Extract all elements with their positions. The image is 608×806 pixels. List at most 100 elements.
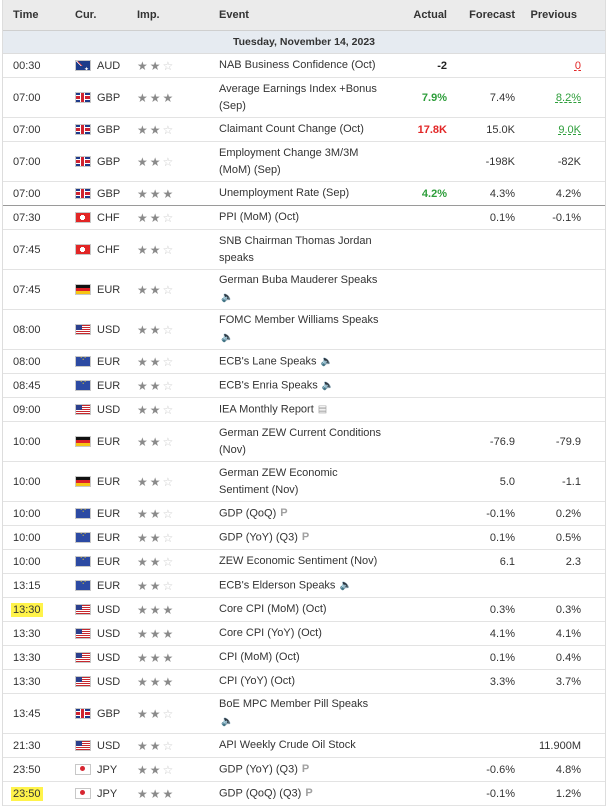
table-row[interactable]: 07:00 GBP ★ ★ ☆ Claimant Count Change (Oct) 17… xyxy=(3,118,605,142)
event-link[interactable]: BoE MPC Member Pill Speaks xyxy=(219,698,369,711)
previous-text[interactable]: 0 xyxy=(574,59,581,72)
importance-rating: ★ ★ ☆ xyxy=(131,142,211,181)
event-link[interactable]: FOMC Member Williams Speaks xyxy=(219,314,379,327)
event-link[interactable]: CPI (MoM) (Oct) xyxy=(219,651,300,663)
event-link[interactable]: API Weekly Crude Oil Stock xyxy=(219,739,356,751)
previous-value xyxy=(521,350,605,373)
table-row[interactable]: 23:50 JPY ★ ★ ★ GDP (QoQ) (Q3) P -0.1% 1.2% xyxy=(3,782,605,806)
table-row[interactable]: 13:45 GBP ★ ★ ☆ BoE MPC Member Pill Speaks 🔈 xyxy=(3,694,605,734)
event-time: 23:50 xyxy=(3,782,67,805)
event-link[interactable]: GDP (QoQ) xyxy=(219,507,277,520)
previous-value: -1.1 xyxy=(521,462,605,501)
table-row[interactable]: 23:50 JPY ★ ★ ☆ GDP (YoY) (Q3) P -0.6% 4.8% xyxy=(3,758,605,782)
event-link[interactable]: German Buba Mauderer Speaks xyxy=(219,274,378,287)
table-row[interactable]: 07:45 EUR ★ ★ ☆ German Buba Mauderer Speaks 🔈 xyxy=(3,270,605,310)
header-actual[interactable]: Actual xyxy=(413,9,447,21)
event-link[interactable]: GDP (YoY) (Q3) xyxy=(219,763,298,776)
actual-value xyxy=(391,374,451,397)
star-filled-icon: ★ xyxy=(149,602,161,617)
header-importance[interactable]: Imp. xyxy=(137,9,160,21)
time-text: 08:45 xyxy=(13,379,41,392)
previous-text[interactable]: 9.0K xyxy=(558,123,581,136)
event-link[interactable]: German ZEW Current Conditions (Nov) xyxy=(219,426,381,456)
star-filled-icon: ★ xyxy=(149,434,161,449)
table-row[interactable]: 08:00 USD ★ ★ ☆ FOMC Member Williams Speaks 🔈 xyxy=(3,310,605,350)
table-row[interactable]: 13:30 USD ★ ★ ★ CPI (YoY) (Oct) 3.3% 3.7% xyxy=(3,670,605,694)
time-text: 13:15 xyxy=(13,579,41,592)
table-row[interactable]: 07:00 GBP ★ ★ ★ Unemployment Rate (Sep) 4.2% 4.… xyxy=(3,182,605,206)
currency-code: USD xyxy=(97,651,121,664)
event-link[interactable]: ECB's Lane Speaks xyxy=(219,355,317,368)
event-link[interactable]: ECB's Enria Speaks xyxy=(219,379,318,392)
event-currency: EUR xyxy=(67,270,131,309)
previous-text[interactable]: 8.2% xyxy=(555,91,581,104)
event-cell: GDP (QoQ) P xyxy=(211,502,391,525)
previous-value xyxy=(521,574,605,597)
table-row[interactable]: 07:30 CHF ★ ★ ☆ PPI (MoM) (Oct) 0.1% -0.1% xyxy=(3,206,605,230)
table-row[interactable]: 07:45 CHF ★ ★ ☆ SNB Chairman Thomas Jordan sp… xyxy=(3,230,605,270)
table-row[interactable]: 10:00 EUR ★ ★ ☆ German ZEW Economic Sentiment… xyxy=(3,462,605,502)
event-link[interactable]: ZEW Economic Sentiment (Nov) xyxy=(219,555,378,567)
event-link[interactable]: SNB Chairman Thomas Jordan speaks xyxy=(219,234,372,264)
table-row[interactable]: 13:30 USD ★ ★ ★ Core CPI (YoY) (Oct) 4.1% 4.1% xyxy=(3,622,605,646)
table-row[interactable]: 10:00 EUR ★ ★ ☆ German ZEW Current Conditions… xyxy=(3,422,605,462)
star-filled-icon: ★ xyxy=(149,706,161,721)
event-cell: ECB's Enria Speaks 🔈 xyxy=(211,374,391,397)
event-cell: CPI (MoM) (Oct) xyxy=(211,646,391,669)
importance-rating: ★ ★ ★ xyxy=(131,622,211,645)
actual-value xyxy=(391,502,451,525)
star-filled-icon: ★ xyxy=(137,282,148,297)
event-link[interactable]: NAB Business Confidence (Oct) xyxy=(219,59,376,71)
event-link[interactable]: Core CPI (YoY) (Oct) xyxy=(219,627,322,639)
event-link[interactable]: IEA Monthly Report xyxy=(219,403,314,416)
event-link[interactable]: Average Earnings Index +Bonus (Sep) xyxy=(219,82,377,112)
table-row[interactable]: 07:00 GBP ★ ★ ★ Average Earnings Index +Bonus… xyxy=(3,78,605,118)
table-row[interactable]: 00:30AUD★★☆NAB Business Confidence (Oct)… xyxy=(3,54,605,78)
header-previous[interactable]: Previous xyxy=(530,9,577,21)
forecast-value: -0.1% xyxy=(486,507,515,520)
event-link[interactable]: GDP (YoY) (Q3) xyxy=(219,531,298,544)
currency-code: CHF xyxy=(97,243,120,256)
previous-value: 2.3 xyxy=(521,550,605,573)
table-row[interactable]: 07:00 GBP ★ ★ ☆ Employment Change 3M/3M (MoM)… xyxy=(3,142,605,182)
flag-gbp-icon xyxy=(75,92,91,103)
table-row[interactable]: 21:30 USD ★ ★ ☆ API Weekly Crude Oil Stock 11.… xyxy=(3,734,605,758)
star-filled-icon: ★ xyxy=(137,506,148,521)
previous-value xyxy=(521,270,605,309)
header-forecast[interactable]: Forecast xyxy=(469,9,515,21)
header-event[interactable]: Event xyxy=(219,8,249,21)
event-currency: GBP xyxy=(67,78,131,117)
event-link[interactable]: Core CPI (MoM) (Oct) xyxy=(219,603,327,615)
time-text: 07:00 xyxy=(13,123,41,136)
event-currency: GBP xyxy=(67,182,131,205)
header-time[interactable]: Time xyxy=(13,9,39,21)
event-link[interactable]: Unemployment Rate (Sep) xyxy=(219,187,350,199)
event-link[interactable]: German ZEW Economic Sentiment (Nov) xyxy=(219,466,338,496)
forecast-value: 15.0K xyxy=(486,123,515,136)
table-row[interactable]: 09:00 USD ★ ★ ☆ IEA Monthly Report ▤ xyxy=(3,398,605,422)
header-currency[interactable]: Cur. xyxy=(75,9,97,21)
event-link[interactable]: PPI (MoM) (Oct) xyxy=(219,211,300,223)
event-link[interactable]: GDP (QoQ) (Q3) xyxy=(219,787,302,800)
event-time: 07:45 xyxy=(3,230,67,269)
event-link[interactable]: Claimant Count Change (Oct) xyxy=(219,123,364,135)
table-row[interactable]: 13:30 USD ★ ★ ★ Core CPI (MoM) (Oct) 0.3% 0.3% xyxy=(3,598,605,622)
event-currency: USD xyxy=(67,670,131,693)
event-link[interactable]: Employment Change 3M/3M (MoM) (Sep) xyxy=(219,146,359,176)
speaker-icon: 🔈 xyxy=(221,292,234,304)
preliminary-icon: P xyxy=(301,762,310,775)
currency-code: CHF xyxy=(97,211,120,224)
importance-rating: ★ ★ ☆ xyxy=(131,550,211,573)
currency-code: GBP xyxy=(97,187,121,200)
event-time: 09:00 xyxy=(3,398,67,421)
star-filled-icon: ★ xyxy=(137,650,148,665)
table-row[interactable]: 13:15EUR★★☆ECB's Elderson Speaks🔈 xyxy=(3,574,605,598)
event-link[interactable]: CPI (YoY) (Oct) xyxy=(219,675,295,687)
table-row[interactable]: 13:30 USD ★ ★ ★ CPI (MoM) (Oct) 0.1% 0.4% xyxy=(3,646,605,670)
event-link[interactable]: ECB's Elderson Speaks xyxy=(219,579,336,592)
